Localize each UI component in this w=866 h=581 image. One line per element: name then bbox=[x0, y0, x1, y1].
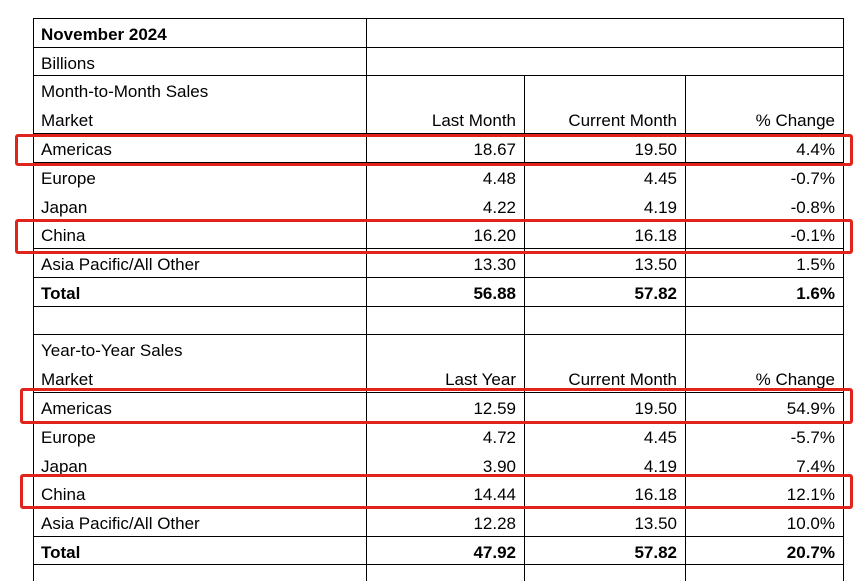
market-name: Japan bbox=[41, 198, 88, 217]
current-value: 4.45 bbox=[643, 169, 677, 188]
column-header-market: Market bbox=[41, 111, 93, 130]
column-header-change: % Change bbox=[755, 370, 835, 389]
section-caption: Year-to-Year Sales bbox=[41, 341, 183, 360]
market-name: Americas bbox=[41, 399, 112, 418]
total-label: Total bbox=[41, 543, 81, 562]
table-row: Americas 12.59 19.50 54.9% bbox=[33, 392, 843, 420]
column-header-current: Current Month bbox=[568, 111, 677, 130]
percent-change: 12.1% bbox=[786, 485, 835, 504]
last-value: 12.28 bbox=[473, 514, 516, 533]
percent-change: -0.1% bbox=[790, 226, 835, 245]
row-divider bbox=[33, 18, 844, 19]
market-name: Europe bbox=[41, 428, 96, 447]
row-divider bbox=[33, 133, 844, 134]
total-row: Total 47.92 57.82 20.7% bbox=[33, 536, 843, 564]
total-current-value: 57.82 bbox=[634, 284, 677, 303]
last-value: 12.59 bbox=[473, 399, 516, 418]
last-value: 4.22 bbox=[482, 198, 516, 217]
percent-change: 7.4% bbox=[796, 457, 835, 476]
total-row: Total 56.88 57.82 1.6% bbox=[33, 277, 843, 305]
table-row: China 14.44 16.18 12.1% bbox=[33, 478, 843, 506]
table-row: Americas 18.67 19.50 4.4% bbox=[33, 133, 843, 161]
row-divider bbox=[33, 334, 844, 335]
column-divider bbox=[685, 75, 686, 581]
last-value: 4.48 bbox=[482, 169, 516, 188]
total-last-value: 56.88 bbox=[473, 284, 516, 303]
column-divider bbox=[366, 18, 367, 581]
market-name: China bbox=[41, 226, 86, 245]
table-row: Japan 3.90 4.19 7.4% bbox=[33, 450, 843, 478]
row-divider bbox=[33, 47, 844, 48]
table-row: Europe 4.48 4.45 -0.7% bbox=[33, 162, 843, 190]
last-value: 13.30 bbox=[473, 255, 516, 274]
current-value: 19.50 bbox=[634, 140, 677, 159]
table-row: Japan 4.22 4.19 -0.8% bbox=[33, 191, 843, 219]
section-caption-row: Year-to-Year Sales bbox=[33, 334, 843, 362]
table-row: Europe 4.72 4.45 -5.7% bbox=[33, 421, 843, 449]
section-caption: Month-to-Month Sales bbox=[41, 82, 209, 101]
last-value: 14.44 bbox=[473, 485, 516, 504]
market-name: Americas bbox=[41, 140, 112, 159]
current-value: 16.18 bbox=[634, 485, 677, 504]
market-name: Japan bbox=[41, 457, 88, 476]
percent-change: 1.5% bbox=[796, 255, 835, 274]
current-value: 4.19 bbox=[643, 198, 677, 217]
current-value: 4.45 bbox=[643, 428, 677, 447]
current-value: 19.50 bbox=[634, 399, 677, 418]
row-divider bbox=[33, 392, 844, 393]
section-caption-row: Month-to-Month Sales bbox=[33, 75, 843, 103]
percent-change: -0.7% bbox=[790, 169, 835, 188]
market-name: China bbox=[41, 485, 86, 504]
column-header-current: Current Month bbox=[568, 370, 677, 389]
total-last-value: 47.92 bbox=[473, 543, 516, 562]
table-border-right bbox=[843, 18, 844, 581]
header-row: Market Last Month Current Month % Change bbox=[33, 104, 843, 132]
column-header-market: Market bbox=[41, 370, 93, 389]
row-divider bbox=[33, 277, 844, 278]
last-value: 4.72 bbox=[482, 428, 516, 447]
current-value: 13.50 bbox=[634, 255, 677, 274]
column-header-change: % Change bbox=[755, 111, 835, 130]
total-current-value: 57.82 bbox=[634, 543, 677, 562]
percent-change: -5.7% bbox=[790, 428, 835, 447]
percent-change: 4.4% bbox=[796, 140, 835, 159]
title-row: November 2024 bbox=[33, 18, 843, 46]
units-label: Billions bbox=[41, 54, 95, 73]
row-divider bbox=[33, 162, 844, 163]
row-divider bbox=[33, 306, 844, 307]
column-header-last: Last Month bbox=[431, 111, 516, 130]
row-divider bbox=[33, 75, 844, 76]
current-value: 16.18 bbox=[634, 226, 677, 245]
market-name: Asia Pacific/All Other bbox=[41, 514, 200, 533]
row-divider bbox=[33, 248, 844, 249]
market-name: Asia Pacific/All Other bbox=[41, 255, 200, 274]
last-value: 18.67 bbox=[473, 140, 516, 159]
header-row: Market Last Year Current Month % Change bbox=[33, 363, 843, 391]
table-row: Asia Pacific/All Other 13.30 13.50 1.5% bbox=[33, 248, 843, 276]
row-divider bbox=[33, 536, 844, 537]
units-row: Billions bbox=[33, 47, 843, 75]
table-row: China 16.20 16.18 -0.1% bbox=[33, 219, 843, 247]
total-label: Total bbox=[41, 284, 81, 303]
last-value: 3.90 bbox=[482, 457, 516, 476]
table-border-left bbox=[33, 18, 34, 581]
column-divider bbox=[524, 75, 525, 581]
current-value: 13.50 bbox=[634, 514, 677, 533]
row-divider bbox=[33, 564, 844, 565]
percent-change: 10.0% bbox=[786, 514, 835, 533]
percent-change: -0.8% bbox=[790, 198, 835, 217]
last-value: 16.20 bbox=[473, 226, 516, 245]
table-row: Asia Pacific/All Other 12.28 13.50 10.0% bbox=[33, 507, 843, 535]
column-header-last: Last Year bbox=[445, 370, 516, 389]
total-percent-change: 20.7% bbox=[786, 543, 835, 562]
report-title: November 2024 bbox=[41, 25, 167, 44]
total-percent-change: 1.6% bbox=[796, 284, 835, 303]
percent-change: 54.9% bbox=[786, 399, 835, 418]
market-name: Europe bbox=[41, 169, 96, 188]
current-value: 4.19 bbox=[643, 457, 677, 476]
